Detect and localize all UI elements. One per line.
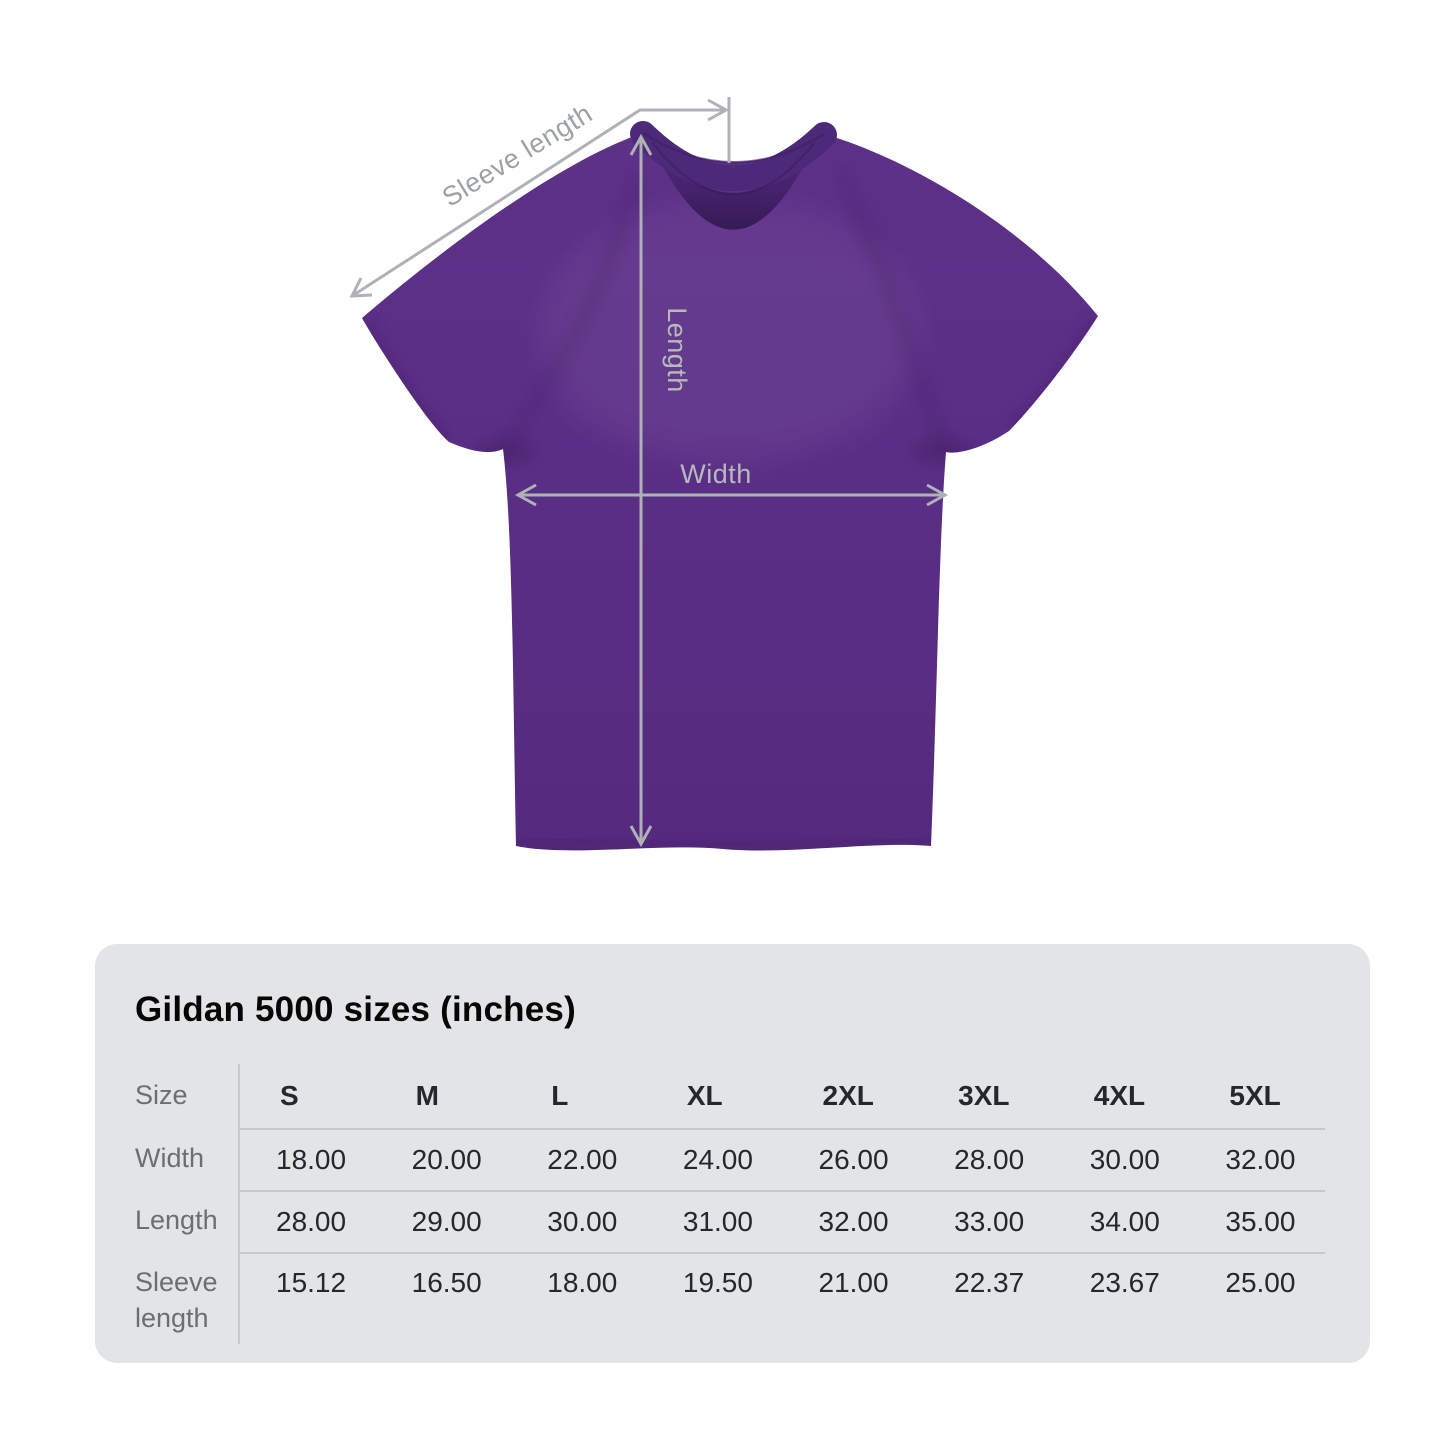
cell-width-s: 18.00 bbox=[240, 1128, 376, 1190]
row-label-width: Width bbox=[135, 1128, 240, 1190]
cell-length-2xl: 32.00 bbox=[782, 1190, 919, 1252]
col-header-l: L bbox=[551, 1080, 569, 1111]
cell-sleeve-3xl: 22.37 bbox=[918, 1252, 1054, 1344]
col-header-m: M bbox=[415, 1080, 439, 1111]
cell-length-m: 29.00 bbox=[375, 1190, 512, 1252]
cell-sleeve-2xl: 21.00 bbox=[782, 1252, 919, 1344]
col-header-xl: XL bbox=[686, 1080, 723, 1111]
size-chart-title: Gildan 5000 sizes (inches) bbox=[135, 990, 576, 1029]
cell-length-xl: 31.00 bbox=[646, 1190, 783, 1252]
measurement-lines bbox=[349, 97, 949, 848]
cell-sleeve-m: 16.50 bbox=[375, 1252, 512, 1344]
cell-length-5xl: 35.00 bbox=[1189, 1190, 1325, 1252]
col-header-s: S bbox=[280, 1080, 299, 1111]
collar-opening bbox=[650, 141, 816, 230]
tshirt-image bbox=[362, 121, 1098, 851]
cell-width-4xl: 30.00 bbox=[1053, 1128, 1190, 1190]
corner-label: Size bbox=[135, 1064, 240, 1128]
sleeve-length-arrow bbox=[349, 98, 730, 298]
cell-width-l: 22.00 bbox=[511, 1128, 647, 1190]
size-chart-table: Size S M L XL 2XL 3XL 4XL 5XL Width 18.0… bbox=[135, 1064, 1325, 1344]
cell-width-xl: 24.00 bbox=[646, 1128, 783, 1190]
cell-sleeve-l: 18.00 bbox=[511, 1252, 647, 1344]
cell-length-s: 28.00 bbox=[240, 1190, 376, 1252]
width-arrow bbox=[514, 483, 949, 507]
cell-length-l: 30.00 bbox=[511, 1190, 647, 1252]
cell-sleeve-4xl: 23.67 bbox=[1053, 1252, 1190, 1344]
length-label: Length bbox=[662, 307, 692, 393]
cell-width-m: 20.00 bbox=[375, 1128, 512, 1190]
cell-sleeve-5xl: 25.00 bbox=[1189, 1252, 1325, 1344]
cell-sleeve-xl: 19.50 bbox=[646, 1252, 783, 1344]
col-header-3xl: 3XL bbox=[958, 1080, 1010, 1111]
row-label-sleeve-length: Sleeve length bbox=[135, 1252, 240, 1344]
length-arrow bbox=[629, 133, 653, 848]
col-header-2xl: 2XL bbox=[822, 1080, 874, 1111]
cell-width-5xl: 32.00 bbox=[1189, 1128, 1325, 1190]
width-label: Width bbox=[680, 459, 752, 489]
tshirt-measurement-diagram: Width Length Sleeve length bbox=[349, 97, 1098, 851]
collar-band bbox=[630, 121, 837, 192]
cell-length-3xl: 33.00 bbox=[918, 1190, 1054, 1252]
cell-width-2xl: 26.00 bbox=[782, 1128, 919, 1190]
row-label-length: Length bbox=[135, 1190, 240, 1252]
cell-sleeve-s: 15.12 bbox=[240, 1252, 376, 1344]
col-header-4xl: 4XL bbox=[1093, 1080, 1146, 1111]
col-header-5xl: 5XL bbox=[1229, 1080, 1281, 1111]
cell-width-3xl: 28.00 bbox=[918, 1128, 1054, 1190]
cell-length-4xl: 34.00 bbox=[1053, 1190, 1190, 1252]
size-chart-panel: Gildan 5000 sizes (inches) Size S M L XL… bbox=[95, 944, 1370, 1363]
